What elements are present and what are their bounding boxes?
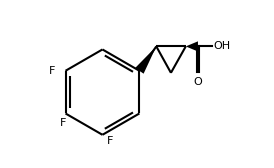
Text: F: F <box>107 136 113 146</box>
Text: F: F <box>60 118 67 128</box>
Text: F: F <box>49 66 55 76</box>
Polygon shape <box>186 41 198 51</box>
Text: O: O <box>193 77 202 87</box>
Polygon shape <box>135 46 156 74</box>
Text: OH: OH <box>213 41 230 51</box>
